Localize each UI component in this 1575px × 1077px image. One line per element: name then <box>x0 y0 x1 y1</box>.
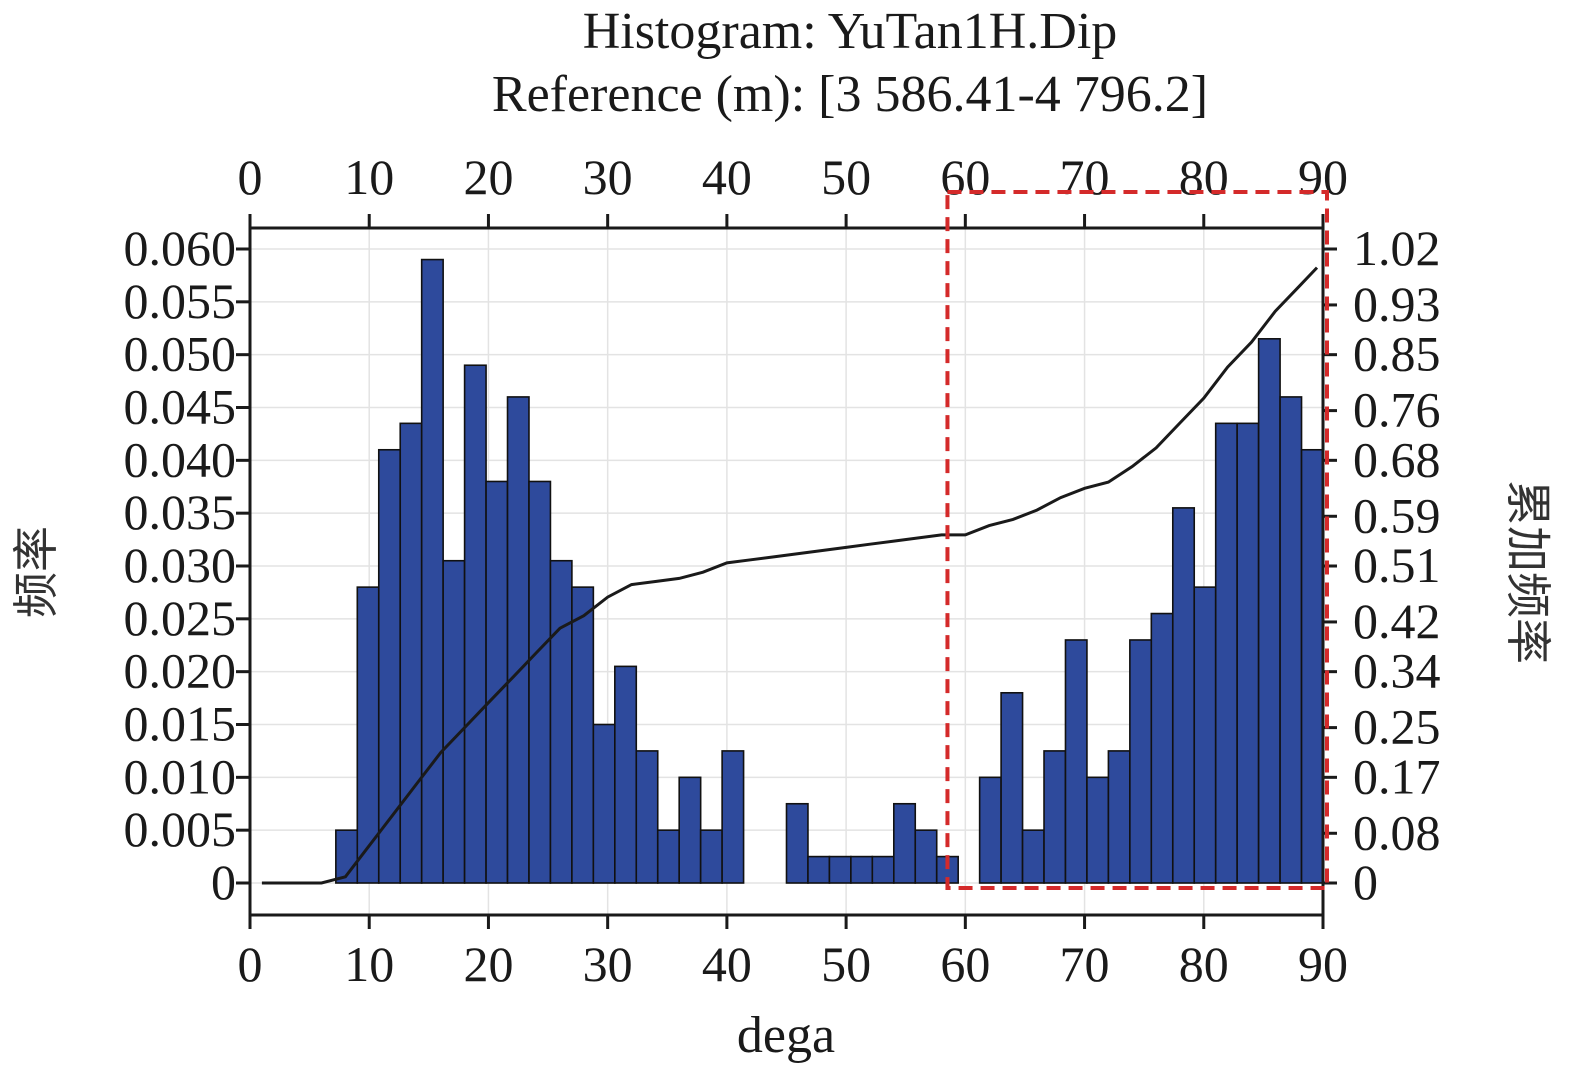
y-tick-label: 0 <box>211 854 236 910</box>
histogram-bar <box>463 364 487 884</box>
histogram-bar <box>807 855 831 884</box>
cumulative-frequency-line <box>261 266 1319 885</box>
histogram-bar <box>442 559 466 884</box>
histogram-bar <box>1300 448 1324 884</box>
histogram-bar <box>399 422 423 884</box>
y2-tick-label: 0.17 <box>1353 748 1441 804</box>
x-tick-label-top: 0 <box>238 149 263 205</box>
y-tick-label: 0.055 <box>124 273 237 329</box>
histogram-bar <box>850 855 874 884</box>
y-tick-label: 0.005 <box>124 801 237 857</box>
x-tick-label-bottom: 40 <box>702 936 752 992</box>
histogram-bar <box>1129 639 1153 884</box>
histogram-bar <box>1193 586 1217 884</box>
x-tick-label-bottom: 20 <box>463 936 513 992</box>
x-tick-label-bottom: 50 <box>821 936 871 992</box>
y2-tick-label: 1.02 <box>1353 220 1441 276</box>
histogram-bar <box>1236 422 1260 884</box>
x-tick-label-top: 80 <box>1179 149 1229 205</box>
histogram-bar <box>871 855 895 884</box>
y2-tick-label: 0 <box>1353 854 1378 910</box>
y-tick-label: 0.060 <box>124 220 237 276</box>
x-tick-label-top: 40 <box>702 149 752 205</box>
histogram-bar <box>1021 829 1045 884</box>
y-tick-label: 0.030 <box>124 537 237 593</box>
histogram-bar <box>1279 396 1303 884</box>
y-tick-label: 0.020 <box>124 643 237 699</box>
x-tick-label-bottom: 0 <box>238 936 263 992</box>
x-tick-label-top: 30 <box>583 149 633 205</box>
x-tick-label-top: 10 <box>344 149 394 205</box>
highlight-region <box>945 190 1329 890</box>
histogram-bar <box>549 559 573 884</box>
histogram-bar <box>828 855 852 884</box>
histogram-bar <box>1043 750 1067 884</box>
histogram-bar <box>678 776 702 884</box>
histogram-bar <box>506 396 530 884</box>
histogram-bar <box>1000 691 1024 884</box>
y2-tick-label: 0.25 <box>1353 699 1441 755</box>
histogram-bar <box>528 480 552 884</box>
y-axis-label: 频率 <box>9 526 63 618</box>
plot-frame <box>248 226 1325 917</box>
histogram-bar <box>1171 507 1196 884</box>
y2-tick-label: 0.51 <box>1353 537 1441 593</box>
y2-tick-label: 0.34 <box>1353 643 1441 699</box>
histogram-bar <box>699 829 723 884</box>
histogram-bar <box>721 750 745 884</box>
histogram-bar <box>420 258 444 884</box>
x-tick-label-top: 50 <box>821 149 871 205</box>
x-axis-label: dega <box>737 1007 835 1064</box>
histogram-bar <box>485 480 509 884</box>
y-tick-label: 0.045 <box>124 379 237 435</box>
chart-subtitle: Reference (m): [3 586.41-4 796.2] <box>491 66 1209 123</box>
chart-title: Histogram: YuTan1H.Dip <box>582 3 1118 60</box>
y2-tick-label: 0.08 <box>1353 804 1441 860</box>
x-tick-label-top: 20 <box>463 149 513 205</box>
histogram-bar <box>1107 750 1131 884</box>
x-tick-label-bottom: 70 <box>1060 936 1110 992</box>
histogram-bar <box>1214 422 1238 884</box>
histogram-bar <box>592 723 616 884</box>
y-tick-label: 0.025 <box>124 590 237 646</box>
x-tick-label-top: 90 <box>1298 149 1348 205</box>
x-tick-label-bottom: 60 <box>940 936 990 992</box>
histogram-bar <box>785 802 809 884</box>
histogram-bar <box>635 750 659 884</box>
histogram-bar <box>614 665 638 884</box>
y-tick-label: 0.015 <box>124 696 237 752</box>
y2-axis-label: 累加频率 <box>1501 480 1555 664</box>
x-tick-label-top: 70 <box>1060 149 1110 205</box>
histogram-bar <box>571 586 595 884</box>
y2-tick-label: 0.93 <box>1353 276 1441 332</box>
y-tick-label: 0.010 <box>124 748 237 804</box>
y2-tick-label: 0.68 <box>1353 431 1441 487</box>
x-tick-label-bottom: 10 <box>344 936 394 992</box>
y2-tick-label: 0.42 <box>1353 593 1441 649</box>
x-tick-label-bottom: 90 <box>1298 936 1348 992</box>
y2-tick-label: 0.85 <box>1353 326 1441 382</box>
x-tick-label-bottom: 80 <box>1179 936 1229 992</box>
y2-tick-label: 0.59 <box>1353 487 1441 543</box>
histogram-bar <box>914 829 938 884</box>
y-tick-label: 0.050 <box>124 326 237 382</box>
x-tick-label-bottom: 30 <box>583 936 633 992</box>
histogram-bar <box>656 829 680 884</box>
y2-tick-label: 0.76 <box>1353 382 1441 438</box>
histogram-bar <box>1257 338 1281 884</box>
histogram-bar <box>1086 776 1110 884</box>
histogram-bar <box>892 802 917 884</box>
histogram-bars <box>335 258 1324 884</box>
axes: 0010102020303040405050606070708080909000… <box>124 149 1441 992</box>
histogram-bar <box>978 776 1002 884</box>
histogram-bar <box>1064 639 1088 884</box>
y-tick-label: 0.040 <box>124 431 237 487</box>
histogram-bar <box>1150 612 1174 884</box>
y-tick-label: 0.035 <box>124 484 237 540</box>
